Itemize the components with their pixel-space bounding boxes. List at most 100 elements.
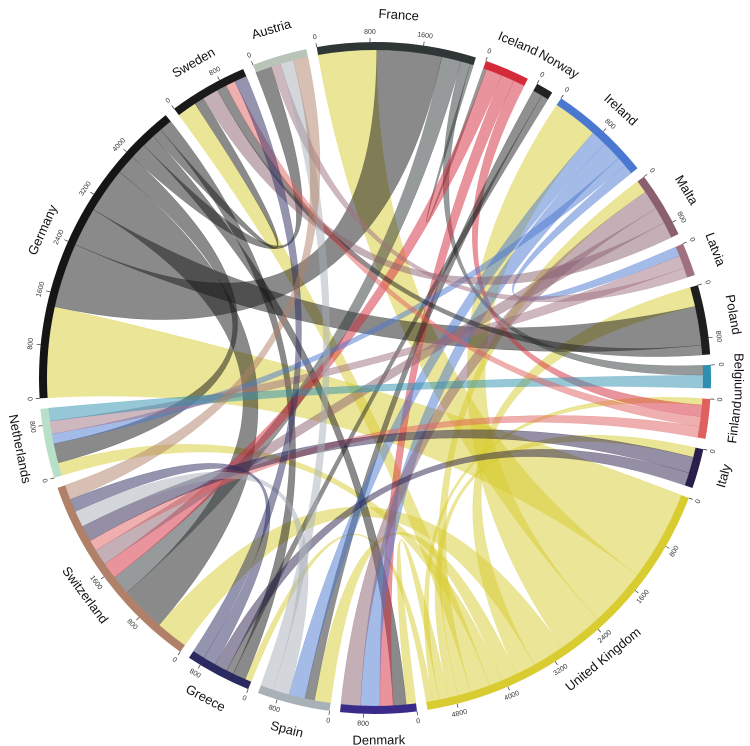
segment-arc <box>675 243 695 278</box>
segment-arc <box>702 364 711 389</box>
tick-label: 0 <box>648 167 656 174</box>
tick-label: 0 <box>416 718 421 725</box>
tick-mark <box>560 94 564 99</box>
tick-mark <box>275 699 278 704</box>
segment-label: Poland <box>723 293 745 335</box>
segment-arc <box>637 176 679 238</box>
ribbon <box>512 165 680 301</box>
tick-mark <box>682 241 687 244</box>
tick-label: 800 <box>357 720 369 727</box>
tick-mark <box>251 61 254 66</box>
segment-arc <box>57 485 185 652</box>
segment-label: Latvia <box>702 230 729 268</box>
segment-arc <box>684 447 704 489</box>
segment-arc <box>316 41 476 66</box>
tick-mark <box>123 148 127 153</box>
tick-label: 800 <box>208 66 222 78</box>
tick-label: 0 <box>26 397 33 401</box>
segment-label: Iceland <box>496 28 540 58</box>
segment-label: France <box>378 6 419 24</box>
tick-mark <box>597 628 602 633</box>
tick-mark <box>100 576 105 580</box>
tick-label: 800 <box>188 668 202 680</box>
tick-label: 0 <box>326 717 331 724</box>
tick-mark <box>38 425 43 427</box>
segment-arc <box>690 285 711 355</box>
tick-mark <box>217 76 220 81</box>
tick-mark <box>177 651 181 656</box>
tick-mark <box>136 617 140 621</box>
tick-label: 0 <box>40 478 48 484</box>
tick-label: 800 <box>714 330 722 343</box>
tick-mark <box>555 661 558 666</box>
tick-mark <box>688 497 693 500</box>
ribbon <box>193 75 302 659</box>
tick-mark <box>603 128 607 132</box>
segment-arc <box>697 398 711 439</box>
segment-label: Malta <box>672 172 702 208</box>
ribbon <box>226 95 549 675</box>
tick-label: 800 <box>28 421 37 434</box>
tick-label: 800 <box>669 545 681 559</box>
segment-arc <box>556 98 638 174</box>
tick-mark <box>315 43 317 48</box>
tick-label: 0 <box>717 397 724 401</box>
tick-label: 1600 <box>35 281 46 298</box>
tick-label: 0 <box>717 362 724 366</box>
tick-mark <box>672 219 677 223</box>
tick-label: 0 <box>241 695 247 703</box>
tick-label: 0 <box>710 449 718 454</box>
tick-mark <box>643 173 648 177</box>
segment-arc <box>258 685 331 711</box>
tick-mark <box>46 290 51 293</box>
tick-label: 3200 <box>552 663 569 677</box>
tick-label: 1600 <box>636 589 651 606</box>
tick-mark <box>416 711 418 716</box>
segment-arc <box>188 651 252 690</box>
tick-label: 0 <box>688 237 696 243</box>
segment-arc <box>174 68 247 116</box>
tick-mark <box>328 710 330 715</box>
segment-label: Austria <box>250 16 294 42</box>
tick-mark <box>703 448 708 451</box>
segment-label: Finland <box>724 400 744 444</box>
segment-label: Germany <box>25 202 61 257</box>
tick-label: 0 <box>703 280 711 286</box>
ribbons <box>46 49 704 707</box>
tick-mark <box>507 686 510 691</box>
tick-mark <box>635 590 639 594</box>
tick-label: 800 <box>267 704 280 714</box>
tick-label: 0 <box>486 48 492 56</box>
tick-label: 0 <box>165 97 172 105</box>
tick-label: 800 <box>27 337 35 349</box>
tick-mark <box>50 477 55 480</box>
segment-arc <box>339 703 418 714</box>
tick-label: 0 <box>695 498 703 504</box>
segment-arc <box>483 60 528 86</box>
segment-arc <box>40 408 62 478</box>
tick-label: 800 <box>364 29 376 36</box>
tick-mark <box>697 283 702 286</box>
tick-mark <box>64 239 69 242</box>
tick-mark <box>423 41 425 46</box>
tick-label: 800 <box>675 211 687 225</box>
tick-label: 1600 <box>417 31 434 40</box>
tick-label: 0 <box>246 52 252 60</box>
ribbon <box>314 532 517 704</box>
tick-label: 0 <box>563 86 570 94</box>
segment-arc <box>39 115 171 399</box>
tick-label: 2400 <box>53 229 66 246</box>
tick-mark <box>197 664 201 669</box>
tick-label: 3200 <box>78 180 92 197</box>
segment-label: Italy <box>713 462 734 489</box>
ribbon <box>379 75 514 707</box>
segment-arc <box>252 49 308 73</box>
segment-label: Denmark <box>352 732 405 746</box>
tick-mark <box>456 703 459 708</box>
tick-mark <box>536 80 540 84</box>
tick-mark <box>246 689 249 693</box>
tick-mark <box>90 191 94 195</box>
tick-label: 4000 <box>503 690 520 703</box>
tick-mark <box>485 56 488 61</box>
